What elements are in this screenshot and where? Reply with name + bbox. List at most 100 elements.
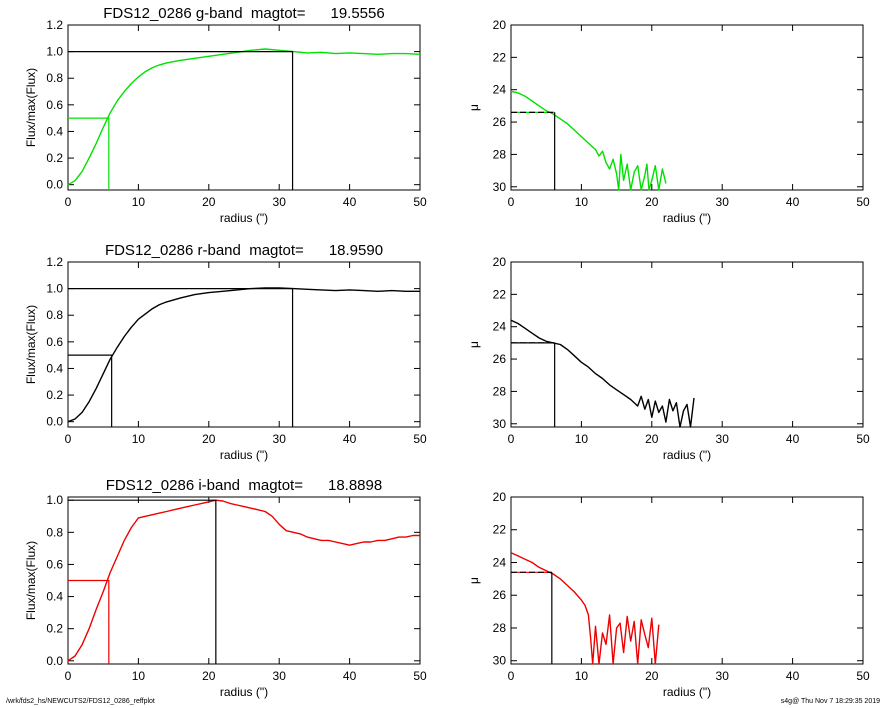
- plot-frame: [67, 24, 421, 191]
- y-tick-label: 0.0: [46, 178, 63, 192]
- panel-growth-r: 0 10 20 30 40 50 0.0 0.2 0.4 0.6 0.8 1.0 1.2 radius (…: [24, 242, 427, 462]
- x-tick-label: 40: [343, 669, 357, 683]
- x-axis-label: radius ("): [220, 211, 268, 225]
- x-tick-label: 10: [575, 195, 589, 209]
- y-axis-label: Flux/max(Flux): [24, 541, 38, 620]
- plot-frame: [67, 496, 421, 665]
- x-tick-label: 20: [645, 195, 659, 209]
- panel-title: FDS12_0286 i-band magtot= 18.8898: [106, 477, 382, 494]
- x-tick-label: 50: [413, 432, 427, 446]
- footer-right: s4g@ Thu Nov 7 18:29:35 2019: [781, 698, 880, 705]
- x-tick-label: 30: [716, 669, 730, 683]
- panel-title: FDS12_0286 r-band magtot= 18.9590: [105, 242, 383, 259]
- x-tick-label: 0: [508, 432, 515, 446]
- y-tick-label: 0.8: [46, 525, 63, 539]
- y-tick-label: 20: [493, 18, 507, 32]
- x-tick-label: 30: [273, 669, 287, 683]
- x-tick-label: 20: [202, 432, 216, 446]
- series-line: [67, 287, 420, 423]
- panel-growth-g: 0 10 20 30 40 50 0.0 0.2 0.4 0.6 0.8 1.0 1.2 radius (…: [24, 5, 427, 225]
- x-tick-label: 20: [202, 195, 216, 209]
- x-tick-label: 50: [856, 195, 870, 209]
- x-tick-label: 50: [413, 195, 427, 209]
- total-flux-guide: [68, 51, 294, 190]
- y-tick-label: 20: [493, 490, 507, 504]
- y-tick-label: 1.0: [46, 45, 63, 59]
- x-axis-label: radius ("): [220, 685, 268, 699]
- x-tick-label: 0: [65, 432, 72, 446]
- y-tick-label: 0.4: [46, 124, 63, 138]
- footer-left: /wrk/fds2_hs/NEWCUTS2/FDS12_0286_reffplo…: [6, 698, 155, 705]
- plot-frame: [510, 496, 864, 665]
- panel-profile-i: 0 10 20 30 40 50 20 22 24 26 28 30 radius (") μ: [467, 490, 870, 699]
- series-line: [67, 499, 420, 662]
- series-line: [510, 90, 667, 191]
- x-tick-label: 0: [508, 669, 515, 683]
- x-axis-label: radius ("): [220, 448, 268, 462]
- x-axis-label: radius ("): [663, 685, 711, 699]
- y-tick-label: 1.2: [46, 18, 63, 32]
- x-tick-label: 40: [343, 432, 357, 446]
- y-tick-label: 30: [493, 180, 507, 194]
- y-tick-label: 0.6: [46, 335, 63, 349]
- x-tick-label: 40: [786, 195, 800, 209]
- y-tick-label: 24: [493, 555, 507, 569]
- y-tick-label: 28: [493, 384, 507, 398]
- x-tick-label: 30: [273, 432, 287, 446]
- y-tick-label: 26: [493, 352, 507, 366]
- total-flux-guide: [68, 288, 294, 427]
- y-tick-label: 0.8: [46, 308, 63, 322]
- y-tick-label: 0.8: [46, 71, 63, 85]
- x-axis-label: radius ("): [663, 448, 711, 462]
- x-tick-label: 20: [645, 432, 659, 446]
- x-tick-label: 50: [413, 669, 427, 683]
- y-axis-label: Flux/max(Flux): [24, 305, 38, 384]
- series-line: [67, 48, 421, 186]
- x-tick-label: 0: [65, 669, 72, 683]
- y-tick-label: 22: [493, 50, 507, 64]
- y-tick-label: 22: [493, 287, 507, 301]
- y-tick-label: 22: [493, 523, 507, 537]
- x-tick-label: 10: [575, 669, 589, 683]
- x-tick-label: 0: [65, 195, 72, 209]
- panel-growth-i: 0 10 20 30 40 50 0.0 0.2 0.4 0.6 0.8 1.0 radius (") F…: [24, 477, 427, 699]
- y-tick-label: 24: [493, 320, 507, 334]
- x-tick-label: 0: [508, 195, 515, 209]
- plot-frame: [67, 261, 421, 428]
- y-tick-label: 24: [493, 83, 507, 97]
- x-tick-label: 40: [343, 195, 357, 209]
- x-tick-label: 10: [575, 432, 589, 446]
- x-tick-label: 40: [786, 669, 800, 683]
- panel-profile-r: 0 10 20 30 40 50 20 22 24 26 28 30 radius (") μ: [467, 255, 870, 462]
- y-tick-label: 0.4: [46, 361, 63, 375]
- y-tick-label: 0.2: [46, 151, 63, 165]
- y-axis-label: μ: [467, 104, 481, 111]
- series-line: [510, 552, 660, 665]
- x-tick-label: 20: [645, 669, 659, 683]
- y-tick-label: 26: [493, 115, 507, 129]
- panel-profile-g: 0 10 20 30 40 50 20 22 24 26 28 30 radius (") μ: [467, 18, 870, 225]
- y-axis-label: μ: [467, 577, 481, 584]
- y-tick-label: 30: [493, 654, 507, 668]
- x-tick-label: 50: [856, 669, 870, 683]
- x-tick-label: 30: [273, 195, 287, 209]
- x-tick-label: 10: [132, 432, 146, 446]
- y-tick-label: 28: [493, 621, 507, 635]
- plot-frame: [510, 24, 864, 191]
- series-line: [510, 319, 695, 428]
- y-tick-label: 0.4: [46, 590, 63, 604]
- y-tick-label: 20: [493, 255, 507, 269]
- x-tick-label: 30: [716, 432, 730, 446]
- y-tick-label: 0.0: [46, 654, 63, 668]
- x-tick-label: 10: [132, 669, 146, 683]
- y-tick-label: 26: [493, 588, 507, 602]
- x-tick-label: 30: [716, 195, 730, 209]
- y-tick-label: 1.2: [46, 255, 63, 269]
- y-axis-label: Flux/max(Flux): [24, 68, 38, 147]
- y-tick-label: 30: [493, 417, 507, 431]
- y-axis-label: μ: [467, 341, 481, 348]
- x-axis-label: radius ("): [663, 211, 711, 225]
- half-light-guide: [68, 354, 113, 427]
- plot-frame: [510, 261, 864, 428]
